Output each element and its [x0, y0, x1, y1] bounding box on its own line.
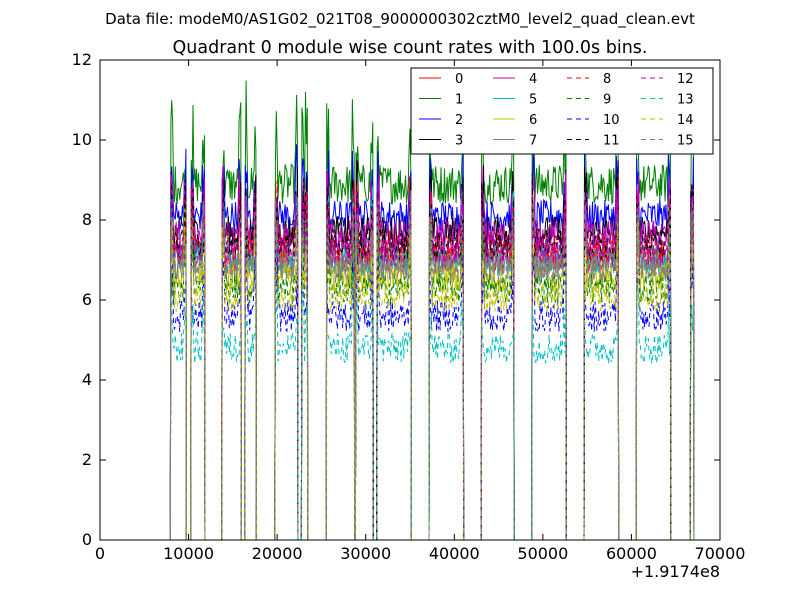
x-tick-label: 60000: [606, 544, 657, 563]
sup-title: Data file: modeM0/AS1G02_021T08_90000003…: [105, 10, 695, 29]
series-line-3: [169, 159, 695, 540]
legend-label-0: 0: [455, 72, 463, 87]
legend-label-2: 2: [455, 113, 463, 128]
legend-label-12: 12: [677, 72, 694, 87]
y-tick-label: 0: [82, 530, 92, 549]
y-tick-label: 6: [82, 290, 92, 309]
legend-label-15: 15: [677, 134, 694, 149]
legend-label-14: 14: [677, 113, 694, 128]
x-tick-label: 40000: [429, 544, 480, 563]
legend-label-9: 9: [603, 93, 611, 108]
legend-label-11: 11: [603, 134, 620, 149]
legend-label-7: 7: [529, 134, 537, 149]
series-line-14: [169, 217, 695, 540]
y-tick-label: 10: [72, 130, 92, 149]
series-line-15: [169, 195, 695, 540]
y-tick-label: 4: [82, 370, 92, 389]
legend-label-1: 1: [455, 93, 463, 108]
legend-label-13: 13: [677, 93, 694, 108]
legend-label-10: 10: [603, 113, 620, 128]
x-offset-label: +1.9174e8: [631, 562, 720, 581]
x-tick-label: 70000: [695, 544, 746, 563]
x-tick-label: 10000: [163, 544, 214, 563]
series-line-12: [169, 181, 695, 540]
x-tick-label: 30000: [340, 544, 391, 563]
y-tick-label: 2: [82, 450, 92, 469]
legend-label-4: 4: [529, 72, 537, 87]
y-tick-label: 12: [72, 50, 92, 69]
series-line-8: [169, 173, 695, 540]
chart-title: Quadrant 0 module wise count rates with …: [173, 38, 648, 58]
legend-label-6: 6: [529, 113, 537, 128]
series-layer: [169, 80, 695, 540]
x-tick-label: 50000: [517, 544, 568, 563]
legend-label-3: 3: [455, 134, 463, 149]
series-line-9: [169, 214, 695, 540]
y-tick-label: 8: [82, 210, 92, 229]
x-tick-label: 0: [95, 544, 105, 563]
axes: 0 10000 20000 30000 40000 50000 60000 70000 0 2 4 6…: [72, 50, 746, 563]
legend-label-5: 5: [529, 93, 537, 108]
x-tick-label: 20000: [252, 544, 303, 563]
legend-label-8: 8: [603, 72, 611, 87]
